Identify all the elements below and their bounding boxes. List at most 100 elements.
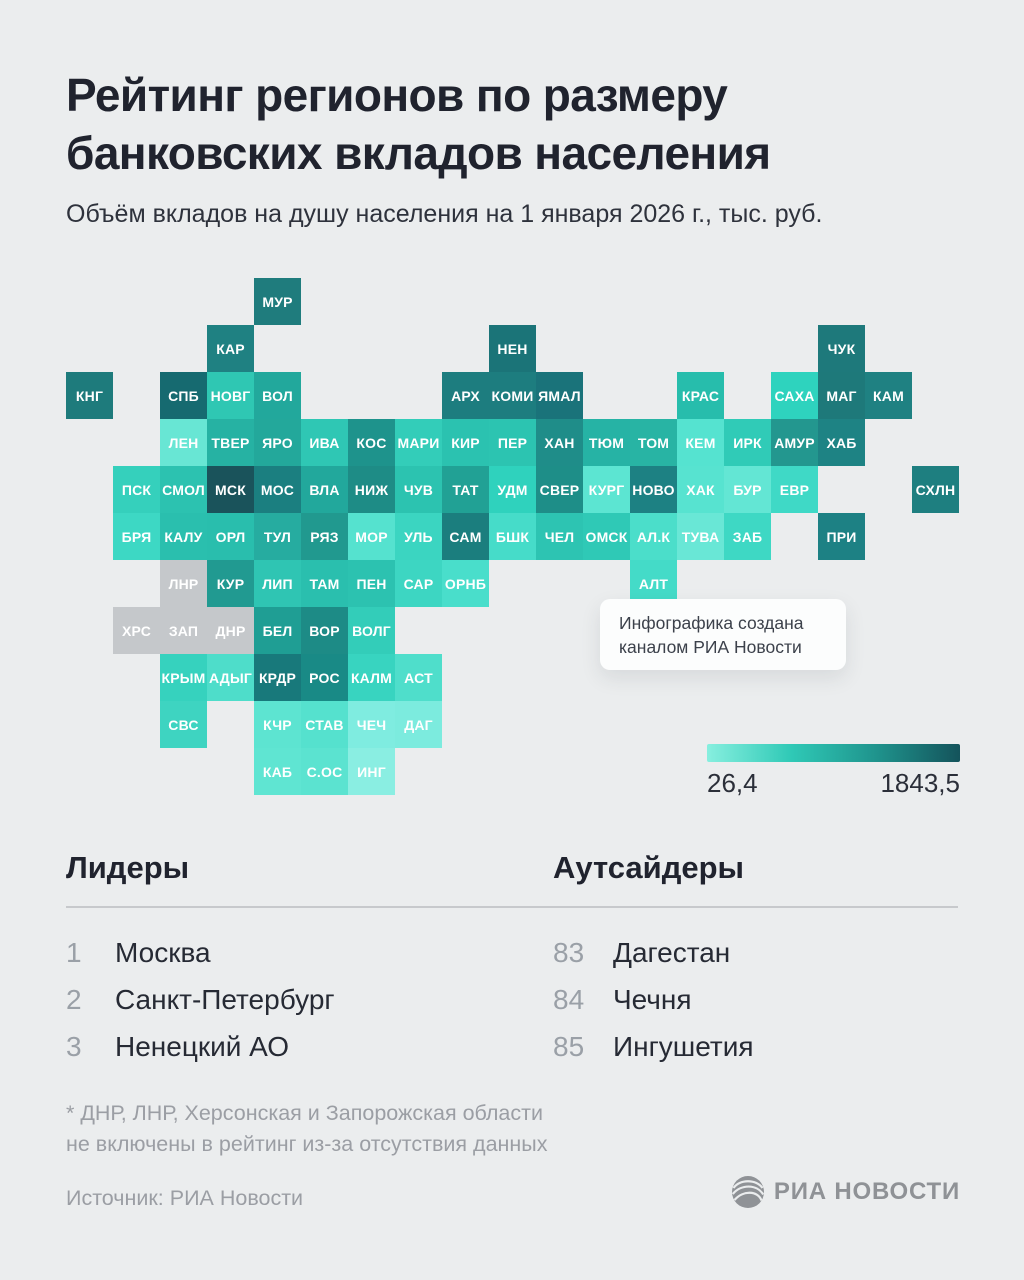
rank-row: 83 Дагестан bbox=[553, 929, 963, 976]
map-tile: РОС bbox=[301, 654, 348, 701]
outsiders-heading: Аутсайдеры bbox=[553, 850, 745, 885]
rank-row: 3 Ненецкий АО bbox=[66, 1023, 496, 1070]
map-tile: РЯЗ bbox=[301, 513, 348, 560]
rank-region-name: Ненецкий АО bbox=[115, 1030, 290, 1062]
map-tile: ДНР bbox=[207, 607, 254, 654]
page-title-line1: Рейтинг регионов по размеру bbox=[66, 69, 728, 121]
section-divider bbox=[66, 906, 958, 908]
map-tile: ЧУВ bbox=[395, 466, 442, 513]
map-tile: КОМИ bbox=[489, 372, 536, 419]
footnote-line2: не включены в рейтинг из-за отсутствия д… bbox=[66, 1132, 548, 1156]
outsiders-list: 83 Дагестан 84 Чечня 85 Ингушетия bbox=[553, 929, 963, 1070]
map-tile: УДМ bbox=[489, 466, 536, 513]
map-tile: ЯМАЛ bbox=[536, 372, 583, 419]
map-tile: ЕВР bbox=[771, 466, 818, 513]
map-tile: БРЯ bbox=[113, 513, 160, 560]
map-tile: КОС bbox=[348, 419, 395, 466]
map-tile: МАГ bbox=[818, 372, 865, 419]
map-tile: ЯРО bbox=[254, 419, 301, 466]
map-tile: ОРЛ bbox=[207, 513, 254, 560]
map-tile: С.ОС bbox=[301, 748, 348, 795]
footnote-line1: * ДНР, ЛНР, Херсонская и Запорожская обл… bbox=[66, 1101, 543, 1125]
legend-min-label: 26,4 bbox=[707, 768, 758, 798]
map-tile: ТОМ bbox=[630, 419, 677, 466]
map-tile: ТВЕР bbox=[207, 419, 254, 466]
map-tile: АРХ bbox=[442, 372, 489, 419]
map-tile: СПБ bbox=[160, 372, 207, 419]
map-tile: ТУВА bbox=[677, 513, 724, 560]
rank-row: 2 Санкт-Петербург bbox=[66, 976, 496, 1023]
map-tile: ВЛА bbox=[301, 466, 348, 513]
map-tile: ТАТ bbox=[442, 466, 489, 513]
map-tile: САМ bbox=[442, 513, 489, 560]
map-tile: НОВГ bbox=[207, 372, 254, 419]
note-card-line1: Инфографика создана bbox=[619, 612, 804, 633]
map-tile: КРДР bbox=[254, 654, 301, 701]
map-tile: ИНГ bbox=[348, 748, 395, 795]
ria-globe-icon bbox=[731, 1176, 765, 1208]
map-tile: БЕЛ bbox=[254, 607, 301, 654]
leaders-heading: Лидеры bbox=[66, 850, 190, 885]
map-tile: ТЮМ bbox=[583, 419, 630, 466]
map-tile: КЕМ bbox=[677, 419, 724, 466]
map-tile: КЧР bbox=[254, 701, 301, 748]
map-tile: ВОР bbox=[301, 607, 348, 654]
rank-number: 1 bbox=[66, 936, 82, 968]
rank-region-name: Санкт-Петербург bbox=[115, 983, 335, 1015]
map-tile: АМУР bbox=[771, 419, 818, 466]
map-tile: ВОЛ bbox=[254, 372, 301, 419]
map-tile: ЛЕН bbox=[160, 419, 207, 466]
tile-map: МУР КАР НЕН ЧУК КНГ СПБ НОВГ ВОЛ АРХ КОМИ ЯМАЛ КРАС… bbox=[66, 278, 959, 795]
ria-novosti-logo: РИА НОВОСТИ bbox=[731, 1175, 960, 1209]
rank-row: 1 Москва bbox=[66, 929, 496, 976]
rank-number: 85 bbox=[553, 1030, 585, 1062]
map-tile: АСТ bbox=[395, 654, 442, 701]
rank-region-name: Ингушетия bbox=[613, 1030, 754, 1062]
map-tile: ПСК bbox=[113, 466, 160, 513]
map-tile: СХЛН bbox=[912, 466, 959, 513]
map-tile: МСК bbox=[207, 466, 254, 513]
map-tile: САР bbox=[395, 560, 442, 607]
map-tile: ЗАП bbox=[160, 607, 207, 654]
rank-number: 83 bbox=[553, 936, 585, 968]
map-tile: НИЖ bbox=[348, 466, 395, 513]
legend-labels: 26,4 1843,5 bbox=[707, 768, 960, 799]
map-tile: КУРГ bbox=[583, 466, 630, 513]
map-tile: ЛНР bbox=[160, 560, 207, 607]
map-tile: КАР bbox=[207, 325, 254, 372]
map-tile: СВС bbox=[160, 701, 207, 748]
map-tile: ДАГ bbox=[395, 701, 442, 748]
map-tile: СВЕР bbox=[536, 466, 583, 513]
rank-row: 85 Ингушетия bbox=[553, 1023, 963, 1070]
map-tile: НЕН bbox=[489, 325, 536, 372]
map-tile: ИРК bbox=[724, 419, 771, 466]
map-tile: ХАБ bbox=[818, 419, 865, 466]
map-tile: МУР bbox=[254, 278, 301, 325]
map-tile: КРАС bbox=[677, 372, 724, 419]
map-tile: ОМСК bbox=[583, 513, 630, 560]
rank-number: 2 bbox=[66, 983, 82, 1015]
map-tile: ЛИП bbox=[254, 560, 301, 607]
map-tile: БШК bbox=[489, 513, 536, 560]
rank-region-name: Дагестан bbox=[613, 936, 731, 968]
leaders-list: 1 Москва 2 Санкт-Петербург 3 Ненецкий АО bbox=[66, 929, 496, 1070]
rank-number: 84 bbox=[553, 983, 585, 1015]
footnote: * ДНР, ЛНР, Херсонская и Запорожская обл… bbox=[66, 1098, 548, 1160]
note-card-line2: каналом РИА Новости bbox=[619, 636, 802, 657]
map-tile: ХРС bbox=[113, 607, 160, 654]
map-tile: КРЫМ bbox=[160, 654, 207, 701]
map-tile: ОРНБ bbox=[442, 560, 489, 607]
map-tile: МОР bbox=[348, 513, 395, 560]
map-tile: КАЛУ bbox=[160, 513, 207, 560]
legend-gradient-bar bbox=[707, 744, 960, 762]
map-tile: КАЛМ bbox=[348, 654, 395, 701]
map-tile: ХАК bbox=[677, 466, 724, 513]
rank-region-name: Москва bbox=[115, 936, 211, 968]
map-tile: ИВА bbox=[301, 419, 348, 466]
rank-number: 3 bbox=[66, 1030, 82, 1062]
subtitle: Объём вкладов на душу населения на 1 янв… bbox=[66, 200, 823, 228]
header: Рейтинг регионов по размеру банковских в… bbox=[66, 66, 966, 229]
map-tile: БУР bbox=[724, 466, 771, 513]
map-tile: КАБ bbox=[254, 748, 301, 795]
